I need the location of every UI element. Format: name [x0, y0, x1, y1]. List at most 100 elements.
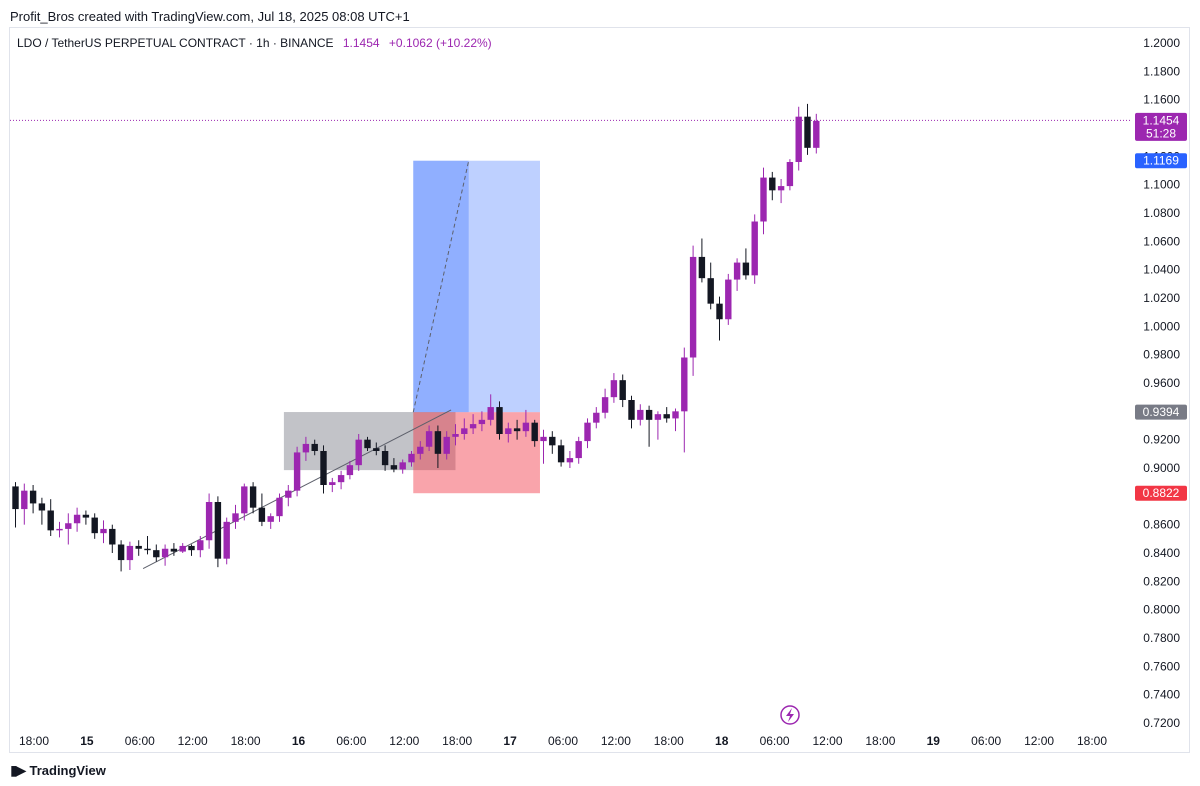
candle[interactable]: [601, 388, 609, 419]
candle[interactable]: [267, 513, 274, 529]
candle[interactable]: [689, 245, 697, 376]
candle[interactable]: [681, 347, 688, 453]
candle[interactable]: [434, 425, 442, 469]
candle[interactable]: [223, 517, 230, 565]
candle[interactable]: [285, 485, 292, 507]
candle[interactable]: [742, 248, 750, 280]
candle[interactable]: [716, 296, 723, 341]
candle[interactable]: [408, 451, 415, 467]
candle[interactable]: [56, 521, 63, 538]
candle[interactable]: [390, 458, 398, 473]
candle[interactable]: [91, 513, 98, 539]
candle[interactable]: [619, 374, 626, 408]
candle[interactable]: [12, 482, 19, 528]
candle[interactable]: [786, 159, 794, 191]
candle[interactable]: [135, 540, 142, 556]
candle[interactable]: [232, 504, 239, 529]
candle[interactable]: [452, 424, 459, 446]
candle[interactable]: [672, 408, 679, 432]
candle[interactable]: [381, 445, 389, 471]
candle[interactable]: [593, 407, 600, 429]
candle[interactable]: [469, 414, 477, 434]
candle[interactable]: [214, 496, 222, 568]
candle[interactable]: [293, 446, 301, 497]
candle[interactable]: [804, 103, 811, 155]
candle[interactable]: [513, 419, 521, 440]
candle[interactable]: [566, 451, 574, 468]
candle[interactable]: [461, 418, 468, 440]
candle[interactable]: [628, 395, 635, 429]
lightning-bolt-icon[interactable]: [780, 705, 800, 725]
candle[interactable]: [38, 497, 46, 525]
candle[interactable]: [197, 536, 204, 558]
candle[interactable]: [610, 373, 618, 403]
candle[interactable]: [126, 541, 134, 570]
candle[interactable]: [100, 520, 107, 544]
candle[interactable]: [249, 482, 257, 514]
candle[interactable]: [645, 405, 653, 447]
candle[interactable]: [170, 543, 178, 556]
candle[interactable]: [21, 483, 28, 525]
candle[interactable]: [417, 441, 424, 460]
candle[interactable]: [698, 238, 706, 283]
candle[interactable]: [65, 513, 72, 545]
candle[interactable]: [364, 436, 371, 451]
candle[interactable]: [161, 544, 169, 566]
loss-zone[interactable]: [413, 412, 540, 494]
candle[interactable]: [241, 483, 248, 521]
candle[interactable]: [276, 493, 283, 522]
candle[interactable]: [733, 258, 741, 291]
candle[interactable]: [540, 429, 547, 464]
candle[interactable]: [302, 436, 310, 461]
candle[interactable]: [575, 436, 582, 464]
candle[interactable]: [399, 459, 406, 474]
candle[interactable]: [654, 411, 662, 440]
candle[interactable]: [505, 422, 512, 443]
symbol-legend[interactable]: LDO / TetherUS PERPETUAL CONTRACT · 1h ·…: [17, 36, 492, 50]
candle[interactable]: [813, 113, 820, 154]
candle[interactable]: [751, 214, 758, 284]
candle[interactable]: [258, 493, 266, 527]
candle[interactable]: [355, 434, 362, 471]
candle[interactable]: [663, 407, 670, 423]
candle[interactable]: [47, 499, 54, 536]
candle[interactable]: [557, 439, 565, 467]
candle[interactable]: [179, 543, 186, 553]
candle[interactable]: [373, 442, 380, 456]
candle[interactable]: [487, 394, 494, 426]
profit-zone[interactable]: [413, 160, 540, 413]
candle[interactable]: [311, 439, 318, 456]
candle-body: [461, 428, 468, 434]
candle[interactable]: [496, 401, 503, 440]
tradingview-logo[interactable]: ▮▶ TradingView: [10, 762, 106, 779]
candle[interactable]: [425, 425, 433, 452]
candle[interactable]: [637, 404, 644, 426]
candle[interactable]: [584, 418, 591, 449]
candle[interactable]: [531, 419, 538, 447]
candle[interactable]: [144, 536, 151, 555]
candle[interactable]: [707, 262, 714, 310]
candle[interactable]: [153, 544, 160, 562]
candle[interactable]: [329, 477, 336, 493]
chart-frame[interactable]: [9, 27, 1190, 753]
candle[interactable]: [320, 445, 327, 494]
candle[interactable]: [760, 167, 767, 235]
candle[interactable]: [29, 485, 37, 514]
candle[interactable]: [478, 411, 486, 432]
candle[interactable]: [443, 431, 450, 460]
candle[interactable]: [117, 540, 125, 572]
candle[interactable]: [346, 460, 354, 480]
candle[interactable]: [205, 493, 213, 549]
candle[interactable]: [725, 273, 732, 325]
candle[interactable]: [109, 524, 116, 553]
candle[interactable]: [795, 106, 802, 171]
candle[interactable]: [73, 507, 81, 532]
candle[interactable]: [549, 431, 556, 454]
candle[interactable]: [188, 544, 195, 556]
candle[interactable]: [82, 510, 90, 525]
candle[interactable]: [769, 171, 776, 201]
candle[interactable]: [522, 409, 530, 437]
candle[interactable]: [337, 470, 345, 490]
candle[interactable]: [777, 179, 785, 204]
